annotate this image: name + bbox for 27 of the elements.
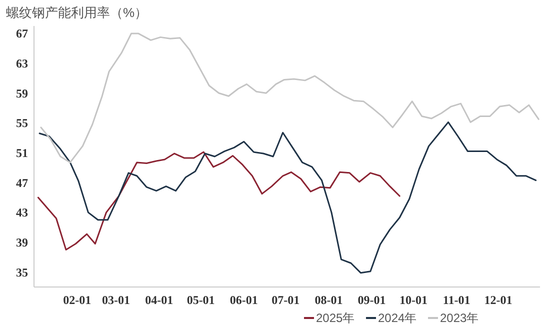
y-tick-label: 63 (16, 56, 28, 70)
y-tick-label: 47 (16, 176, 28, 190)
x-tick-label: 11-01 (442, 293, 470, 307)
x-tick-label: 02-01 (63, 293, 92, 307)
legend-label: 2023年 (440, 311, 479, 325)
y-tick-label: 39 (16, 235, 28, 250)
x-tick-label: 10-01 (400, 293, 428, 307)
y-tick-label: 43 (16, 206, 28, 220)
legend-label: 2025年 (316, 311, 355, 325)
chart-title: 螺纹钢产能利用率（%） (6, 5, 148, 20)
y-tick-label: 35 (16, 265, 28, 280)
legend-label: 2024年 (378, 311, 417, 325)
x-tick-label: 08-01 (314, 293, 343, 307)
x-tick-label: 12-01 (484, 293, 512, 307)
x-tick-label: 04-01 (145, 293, 174, 307)
y-tick-label: 55 (16, 116, 28, 130)
y-tick-label: 67 (16, 26, 28, 41)
x-tick-label: 06-01 (230, 293, 258, 307)
x-tick-label: 07-01 (272, 293, 300, 307)
line-series (40, 32, 540, 164)
x-tick-label: 05-01 (186, 293, 215, 307)
x-tick-label: 03-01 (102, 293, 130, 307)
line-series (37, 151, 400, 250)
y-tick-label: 59 (16, 86, 28, 100)
line-series (38, 121, 537, 274)
x-tick-label: 09-01 (358, 293, 386, 307)
y-tick-label: 51 (16, 146, 28, 160)
